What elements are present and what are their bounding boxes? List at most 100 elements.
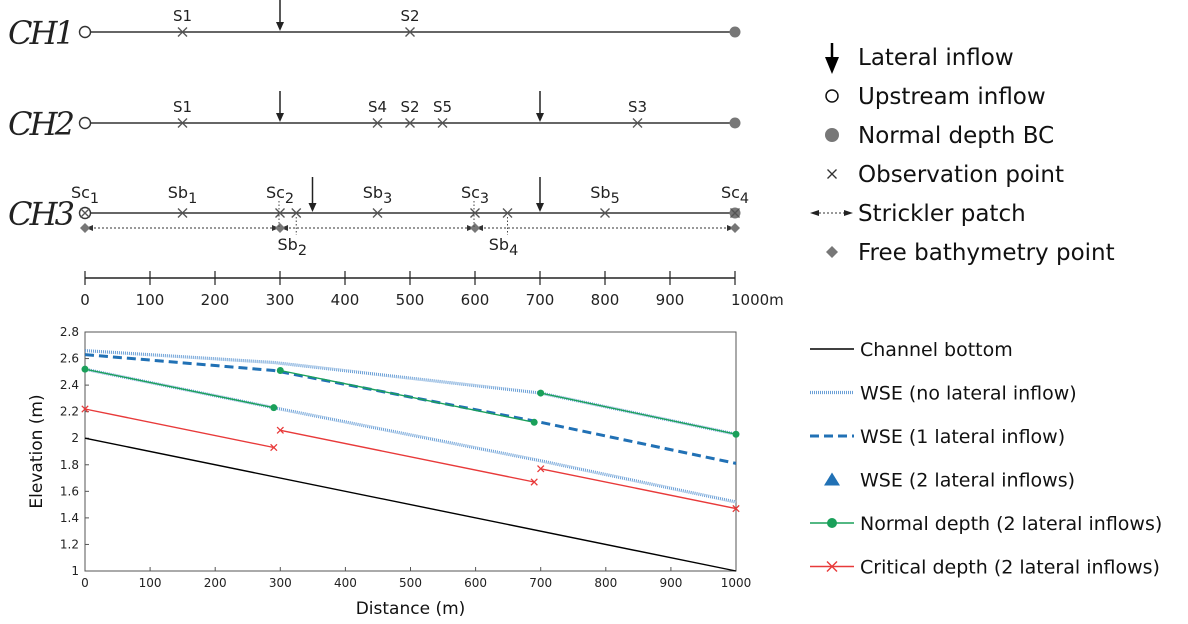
upstream-inflow-marker: [78, 116, 92, 130]
plot-frame: [84, 331, 737, 572]
series-channel-bottom: [84, 437, 737, 572]
observation-label: S2: [400, 98, 419, 116]
observation-label: S4: [368, 98, 387, 116]
axis-tick-label: 0: [80, 291, 90, 309]
legend-item: Upstream inflow: [825, 84, 1046, 110]
observation-point: [632, 118, 643, 128]
x-tick-label: 700: [529, 576, 552, 590]
lateral-inflow-arrow: [308, 177, 317, 212]
y-tick-label: 1.6: [60, 484, 79, 498]
lateral-inflow-arrow: [536, 177, 544, 212]
x-tick-label: 600: [464, 576, 487, 590]
legend-item: Lateral inflow: [825, 43, 1014, 74]
x-tick-label: 400: [334, 576, 357, 590]
legend-label: Strickler patch: [858, 201, 1026, 227]
observation-label: Sc1: [71, 183, 99, 207]
y-tick-label: 2.2: [60, 405, 79, 419]
schematic-legend: Lateral inflow Upstream inflow Normal dept…: [810, 43, 1115, 266]
observation-point: [177, 27, 188, 37]
series-critical-depth-2-lateral-inflows: [81, 405, 740, 513]
lateral-inflow-icon: [825, 43, 839, 74]
observation-label: S3: [628, 98, 647, 116]
legend-item: Strickler patch: [810, 201, 1026, 227]
x-marker-icon: [826, 561, 838, 572]
channel-name: CH2: [8, 105, 75, 143]
observation-point: [177, 118, 188, 128]
observation-point: [730, 208, 740, 218]
strickler-patch: [476, 225, 734, 231]
chart-legend: Channel bottom WSE (no lateral inflow) WSE…: [810, 339, 1162, 579]
x-tick-label: 200: [204, 576, 227, 590]
bathymetry-point: [730, 223, 740, 233]
distance-axis: 0 100 200 300 400 500 600 700 800 900 1000m: [80, 271, 784, 309]
axis-tick-label: 200: [201, 291, 230, 309]
observation-point: [405, 118, 415, 128]
y-axis-label: Elevation (m): [27, 394, 47, 508]
observation-label: S1: [173, 98, 192, 116]
observation-point: [372, 208, 383, 218]
legend-item: Normal depth BC: [825, 123, 1054, 149]
normal-depth-marker: [729, 117, 741, 129]
elevation-chart: 0 100 200 300 400 500 600 700 800 900 1000 1 1.2 1.4 1…: [27, 325, 751, 619]
legend-entry: Channel bottom: [810, 339, 1013, 361]
channel-name: CH1: [8, 14, 75, 52]
y-tick-label: 1: [71, 564, 79, 578]
axis-end-label: 1000m: [731, 291, 784, 309]
observation-point: [372, 118, 383, 128]
observation-point: [502, 208, 513, 218]
axis-tick-label: 600: [461, 291, 490, 309]
observation-point: [80, 208, 90, 218]
legend-entry: Critical depth (2 lateral inflows): [810, 557, 1160, 579]
legend-entry: Normal depth (2 lateral inflows): [810, 513, 1162, 535]
observation-point: [437, 118, 448, 128]
axis-tick-label: 500: [396, 291, 425, 309]
x-tick-label: 100: [139, 576, 162, 590]
filled-circle-icon: [825, 128, 839, 142]
lateral-inflow-arrow: [276, 91, 284, 122]
observation-point: [291, 208, 302, 218]
observation-label: Sc2: [266, 183, 294, 207]
observation-point: [600, 208, 610, 218]
observation-label: S1: [173, 7, 192, 25]
x-tick-label: 0: [81, 576, 89, 590]
axis-tick-label: 900: [656, 291, 685, 309]
series-normal-depth-2-lateral-inflows: [81, 365, 740, 438]
axis-tick-label: 300: [266, 291, 295, 309]
series-line: [280, 369, 535, 423]
observation-label: Sb5: [590, 183, 619, 207]
data-point: [81, 365, 89, 373]
data-point: [530, 478, 538, 486]
series-wse-2-lateral-inflows: [84, 349, 737, 436]
data-point: [276, 367, 284, 375]
legend-entry: WSE (1 lateral inflow): [810, 426, 1065, 448]
data-point: [537, 389, 545, 397]
series-line: [84, 368, 274, 409]
x-tick-label: 900: [659, 576, 682, 590]
double-arrow-icon: [810, 210, 853, 216]
legend-label: Observation point: [858, 162, 1064, 188]
x-tick-label: 1000: [721, 576, 752, 590]
series-line: [540, 392, 737, 435]
bathymetry-point: [470, 223, 480, 233]
channel-1: CH1 S1 S2: [8, 0, 741, 52]
axis-tick-label: 700: [526, 291, 555, 309]
x-tick-label: 800: [594, 576, 617, 590]
legend-entry: WSE (no lateral inflow): [810, 383, 1077, 405]
axis-tick-label: 800: [591, 291, 620, 309]
strickler-patch: [281, 225, 474, 231]
observation-label: S2: [400, 7, 419, 25]
data-point: [732, 430, 740, 438]
legend-label: Normal depth (2 lateral inflows): [860, 513, 1162, 535]
observation-point: [275, 208, 285, 218]
legend-label: Normal depth BC: [858, 123, 1054, 149]
series-line: [84, 349, 737, 436]
diamond-icon: [826, 246, 838, 258]
series-line: [540, 468, 737, 510]
channel-2: CH2 S1 S4 S2 S5 S3: [8, 91, 741, 143]
legend-item: Free bathymetry point: [826, 240, 1115, 266]
x-axis-label: Distance (m): [356, 599, 466, 619]
axis-tick-label: 400: [331, 291, 360, 309]
observation-label: Sb2: [278, 235, 307, 259]
observation-point: [470, 208, 480, 218]
